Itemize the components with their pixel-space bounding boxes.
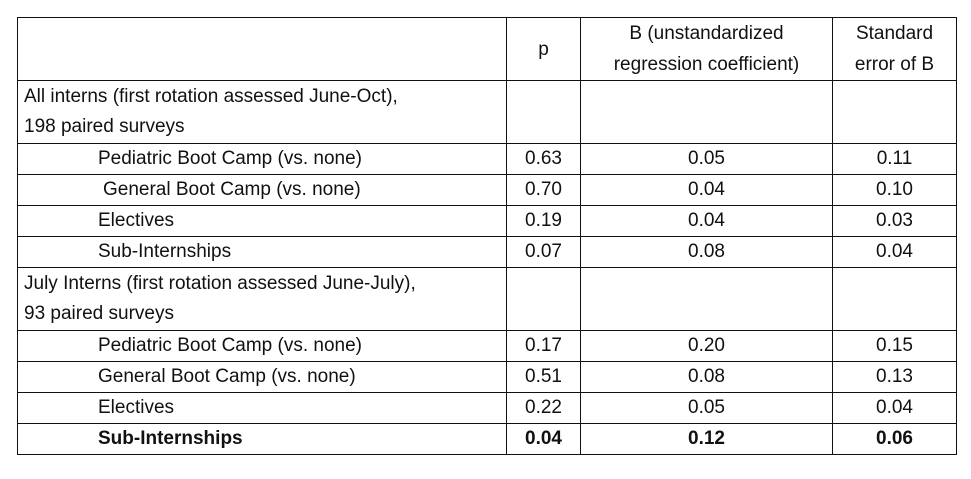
row-label: Electives [17,205,507,237]
se-value: 0.03 [832,205,957,237]
table-row: Sub-Internships 0.07 0.08 0.04 [17,236,957,268]
row-label: Sub-Internships [17,236,507,268]
table-row: General Boot Camp (vs. none) 0.51 0.08 0… [17,361,957,393]
header-b: B (unstandardized regression coefficient) [580,17,833,81]
header-p: p [506,17,581,81]
se-value: 0.06 [832,423,957,455]
row-label: Electives [17,392,507,424]
table-row: Electives 0.22 0.05 0.04 [17,392,957,424]
b-value: 0.20 [580,330,833,362]
empty-cell [580,80,833,144]
p-value: 0.07 [506,236,581,268]
table-row-significant: Sub-Internships 0.04 0.12 0.06 [17,423,957,455]
b-value: 0.08 [580,236,833,268]
p-value: 0.63 [506,143,581,175]
se-value: 0.10 [832,174,957,206]
b-value: 0.08 [580,361,833,393]
empty-cell [506,267,581,331]
b-value: 0.05 [580,392,833,424]
group-row-july-interns: July Interns (first rotation assessed Ju… [17,267,957,331]
table-row: Pediatric Boot Camp (vs. none) 0.63 0.05… [17,143,957,175]
group-title: All interns (first rotation assessed Jun… [17,80,507,144]
row-label: General Boot Camp (vs. none) [17,361,507,393]
p-value: 0.17 [506,330,581,362]
b-value: 0.05 [580,143,833,175]
empty-cell [832,80,957,144]
row-label: General Boot Camp (vs. none) [17,174,507,206]
empty-cell [580,267,833,331]
table-row: Pediatric Boot Camp (vs. none) 0.17 0.20… [17,330,957,362]
se-value: 0.11 [832,143,957,175]
se-value: 0.15 [832,330,957,362]
regression-results-table: p B (unstandardized regression coefficien… [17,17,957,455]
table-row: Electives 0.19 0.04 0.03 [17,205,957,237]
p-value: 0.19 [506,205,581,237]
group-title: July Interns (first rotation assessed Ju… [17,267,507,331]
row-label: Sub-Internships [17,423,507,455]
p-value: 0.70 [506,174,581,206]
table-row: General Boot Camp (vs. none) 0.70 0.04 0… [17,174,957,206]
se-value: 0.13 [832,361,957,393]
empty-cell [506,80,581,144]
b-value: 0.04 [580,174,833,206]
p-value: 0.22 [506,392,581,424]
b-value: 0.04 [580,205,833,237]
header-label-cell [17,17,507,81]
p-value: 0.04 [506,423,581,455]
b-value: 0.12 [580,423,833,455]
group-row-all-interns: All interns (first rotation assessed Jun… [17,80,957,144]
p-value: 0.51 [506,361,581,393]
row-label: Pediatric Boot Camp (vs. none) [17,143,507,175]
header-se: Standard error of B [832,17,957,81]
header-row: p B (unstandardized regression coefficien… [17,17,957,81]
se-value: 0.04 [832,236,957,268]
empty-cell [832,267,957,331]
se-value: 0.04 [832,392,957,424]
row-label: Pediatric Boot Camp (vs. none) [17,330,507,362]
